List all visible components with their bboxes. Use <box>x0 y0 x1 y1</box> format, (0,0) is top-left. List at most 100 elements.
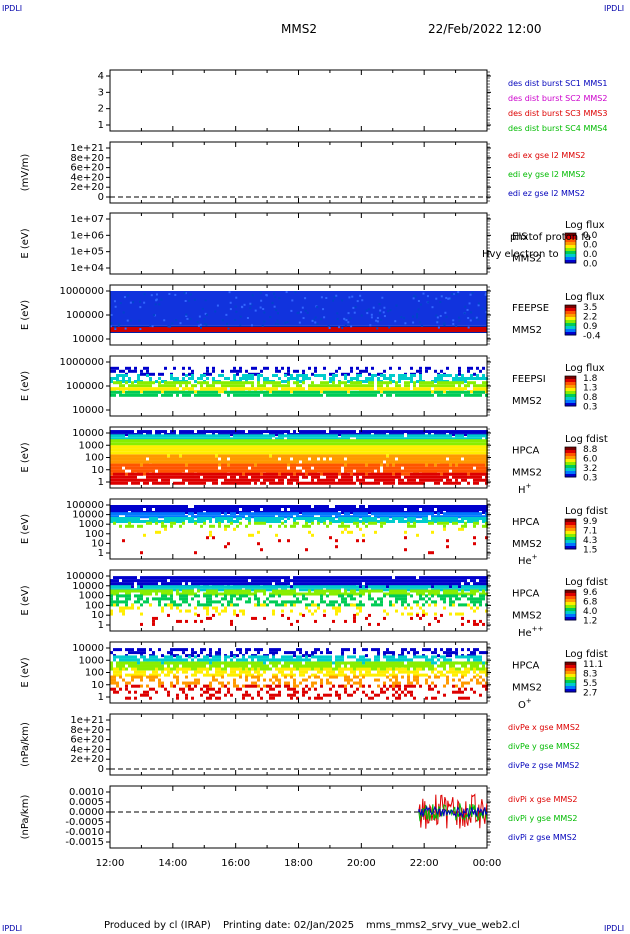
spec-pixel <box>407 472 410 476</box>
spec-pixel <box>443 374 446 377</box>
spec-pixel <box>176 466 179 470</box>
spec-pixel <box>446 481 449 485</box>
spec-pixel <box>443 481 446 485</box>
spec-pixel <box>266 469 269 473</box>
spec-pixel <box>116 515 119 519</box>
spec-pixel <box>119 430 122 434</box>
spec-pixel <box>428 445 431 449</box>
spec-pixel <box>233 469 236 473</box>
spec-pixel <box>302 457 305 461</box>
spec-pixel <box>329 445 332 449</box>
spec-pixel <box>398 481 401 485</box>
spec-pixel <box>428 460 431 464</box>
spec-pixel <box>314 366 317 370</box>
spec-pixel <box>182 437 185 441</box>
spec-pixel <box>317 442 320 446</box>
spec-pixel <box>374 512 377 516</box>
spec-pixel <box>482 472 485 476</box>
spec-pixel <box>413 451 416 455</box>
spec-pixel <box>359 384 362 388</box>
spec-pixel <box>170 381 173 385</box>
spec-pixel <box>125 374 128 377</box>
spec-pixel <box>413 437 416 441</box>
spec-pixel <box>290 460 293 464</box>
spec-pixel <box>263 320 266 323</box>
spec-pixel <box>341 326 344 329</box>
corner-label-top-right: IPDLI <box>604 4 625 13</box>
spec-pixel <box>323 469 326 473</box>
spec-pixel <box>362 434 365 438</box>
spec-pixel <box>137 457 140 461</box>
spec-pixel <box>311 515 314 519</box>
spec-pixel <box>251 451 254 455</box>
spec-pixel <box>323 384 326 388</box>
spec-pixel <box>317 374 320 377</box>
spec-pixel <box>431 390 434 394</box>
spec-pixel <box>341 445 344 449</box>
spec-pixel <box>191 515 194 519</box>
spec-pixel <box>440 515 443 519</box>
spec-pixel <box>329 515 332 519</box>
spec-pixel <box>314 451 317 455</box>
spec-pixel <box>119 469 122 473</box>
spec-pixel <box>332 393 335 397</box>
spec-pixel <box>461 437 464 441</box>
spec-pixel <box>446 515 449 519</box>
spec-pixel <box>302 317 305 320</box>
spec-pixel <box>353 508 356 511</box>
spec-pixel <box>306 311 309 314</box>
spec-pixel <box>287 384 290 388</box>
spec-pixel <box>179 512 182 516</box>
spec-pixel <box>290 475 293 479</box>
spec-pixel <box>332 439 335 443</box>
spec-pixel <box>137 512 140 516</box>
spec-pixel <box>131 508 134 511</box>
spec-pixel <box>110 387 113 391</box>
spec-pixel <box>395 304 398 307</box>
spec-pixel <box>392 439 395 443</box>
spec-pixel <box>452 439 455 443</box>
spec-pixel <box>458 442 461 446</box>
spec-pixel <box>173 439 176 443</box>
spec-pixel <box>293 466 296 470</box>
spec-pixel <box>473 437 476 441</box>
spec-pixel <box>200 466 203 470</box>
spec-pixel <box>449 448 452 452</box>
spec-pixel <box>296 515 299 519</box>
spec-pixel <box>182 457 185 461</box>
spec-pixel <box>332 445 335 449</box>
spec-pixel <box>401 512 404 516</box>
spec-pixel <box>263 384 266 388</box>
spec-pixel <box>467 508 470 511</box>
spacecraft-label: MMS2 <box>512 396 542 407</box>
spec-pixel <box>320 445 323 449</box>
spec-pixel <box>122 448 125 452</box>
spec-pixel <box>440 466 443 470</box>
spec-pixel <box>128 475 131 479</box>
spec-pixel <box>350 454 353 458</box>
spec-pixel <box>422 460 425 464</box>
spec-pixel <box>392 448 395 452</box>
spec-pixel <box>254 393 257 397</box>
spec-pixel <box>116 442 119 446</box>
spec-pixel <box>374 442 377 446</box>
spec-pixel <box>221 469 224 473</box>
spec-pixel <box>347 387 350 391</box>
spec-pixel <box>458 437 461 441</box>
spec-pixel <box>200 460 203 464</box>
spec-pixel <box>365 309 368 312</box>
spec-pixel <box>236 511 239 514</box>
spec-pixel <box>413 454 416 458</box>
spec-pixel <box>191 387 194 391</box>
spec-pixel <box>227 393 230 397</box>
spec-pixel <box>240 305 243 308</box>
spec-pixel <box>401 445 404 449</box>
spec-pixel <box>110 434 113 438</box>
spec-pixel <box>161 520 164 523</box>
spec-pixel <box>194 439 197 443</box>
instrument-label: HPCA <box>512 446 540 457</box>
spec-pixel <box>269 478 272 482</box>
spec-pixel <box>275 448 278 452</box>
spec-pixel <box>440 377 443 380</box>
spec-pixel <box>365 475 368 479</box>
